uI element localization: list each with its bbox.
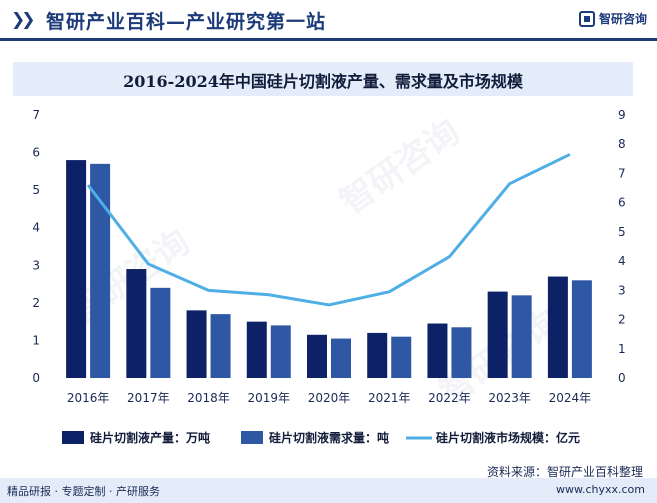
brand: 智研咨询 bbox=[578, 10, 647, 27]
y-right-tick-label: 8 bbox=[618, 137, 626, 151]
footer-website: www.chyxx.com bbox=[555, 483, 645, 496]
bar-production bbox=[367, 332, 388, 378]
bar-production bbox=[66, 160, 87, 378]
bar-demand bbox=[571, 280, 592, 378]
bar-demand bbox=[270, 325, 291, 378]
y-right-tick-label: 0 bbox=[618, 371, 626, 385]
bar-production bbox=[307, 334, 327, 378]
y-left-tick-label: 5 bbox=[32, 183, 40, 197]
bar-production bbox=[186, 310, 207, 378]
data-source: 资料来源：智研产业百科整理 bbox=[486, 465, 643, 479]
x-tick-label: 2019年 bbox=[248, 391, 291, 405]
bar-production bbox=[246, 321, 267, 378]
bar-demand bbox=[210, 314, 231, 378]
bar-production bbox=[547, 276, 568, 378]
bar-demand bbox=[150, 287, 171, 378]
bar-demand bbox=[391, 336, 412, 378]
y-right-tick-label: 3 bbox=[618, 283, 626, 297]
bar-demand bbox=[331, 338, 351, 378]
bar-production bbox=[427, 323, 448, 378]
page-header: ❯❯ 智研产业百科—产业研究第一站 智研咨询 bbox=[0, 0, 657, 42]
y-right-tick-label: 2 bbox=[618, 313, 626, 327]
y-left-tick-label: 1 bbox=[32, 333, 40, 347]
line-market-size bbox=[86, 153, 571, 307]
legend-label: 硅片切割液产量：万吨 bbox=[90, 430, 210, 445]
footer-bar: 精品研报 · 专题定制 · 产研服务 www.chyxx.com bbox=[0, 478, 657, 503]
x-tick-label: 2018年 bbox=[187, 391, 230, 405]
y-right-tick-label: 4 bbox=[618, 254, 626, 268]
legend-label: 硅片切割液需求量：吨 bbox=[269, 430, 389, 445]
legend-swatch bbox=[241, 431, 263, 444]
y-right-tick-label: 7 bbox=[618, 166, 626, 180]
chart-title-band: 2016-2024年中国硅片切割液产量、需求量及市场规模 bbox=[13, 62, 633, 96]
x-tick-label: 2020年 bbox=[308, 391, 351, 405]
legend-swatch bbox=[62, 431, 84, 444]
y-left-tick-label: 4 bbox=[32, 221, 40, 235]
y-left-tick-label: 2 bbox=[32, 296, 40, 310]
combo-chart: 0 1 2 3 4 5 6 7 0 1 2 3 4 5 6 7 8 9 2016年 2017年 2018年 2019年 20… bbox=[32, 108, 626, 405]
double-chevron-icon: ❯❯ bbox=[11, 10, 35, 30]
footer-services: 精品研报 · 专题定制 · 产研服务 bbox=[7, 485, 160, 498]
bar-demand bbox=[511, 295, 532, 378]
brand-logo-icon bbox=[578, 10, 595, 27]
y-left-tick-label: 3 bbox=[32, 258, 40, 272]
bar-production bbox=[487, 291, 508, 378]
y-right-tick-label: 9 bbox=[618, 108, 626, 122]
y-right-tick-label: 1 bbox=[618, 342, 626, 356]
header-divider bbox=[0, 38, 657, 41]
x-tick-label: 2022年 bbox=[428, 391, 471, 405]
x-tick-label: 2023年 bbox=[488, 391, 531, 405]
x-tick-label: 2021年 bbox=[368, 391, 411, 405]
chart-title: 2016-2024年中国硅片切割液产量、需求量及市场规模 bbox=[123, 72, 523, 91]
y-right-tick-label: 5 bbox=[618, 225, 626, 239]
header-title: 智研产业百科—产业研究第一站 bbox=[46, 11, 327, 33]
y-left-tick-label: 6 bbox=[32, 146, 40, 160]
x-tick-label: 2024年 bbox=[549, 391, 592, 405]
y-left-tick-label: 0 bbox=[32, 371, 40, 385]
brand-name: 智研咨询 bbox=[598, 12, 647, 26]
bar-production bbox=[126, 269, 147, 378]
legend-label: 硅片切割液市场规模：亿元 bbox=[436, 430, 580, 445]
x-tick-label: 2017年 bbox=[127, 391, 170, 405]
y-left-tick-label: 7 bbox=[32, 108, 40, 122]
bar-demand bbox=[90, 163, 111, 378]
chart-legend: 硅片切割液产量：万吨 硅片切割液需求量：吨 硅片切割液市场规模：亿元 bbox=[62, 430, 580, 445]
y-right-tick-label: 6 bbox=[618, 196, 626, 210]
x-tick-label: 2016年 bbox=[67, 391, 110, 405]
bar-demand bbox=[451, 327, 472, 378]
